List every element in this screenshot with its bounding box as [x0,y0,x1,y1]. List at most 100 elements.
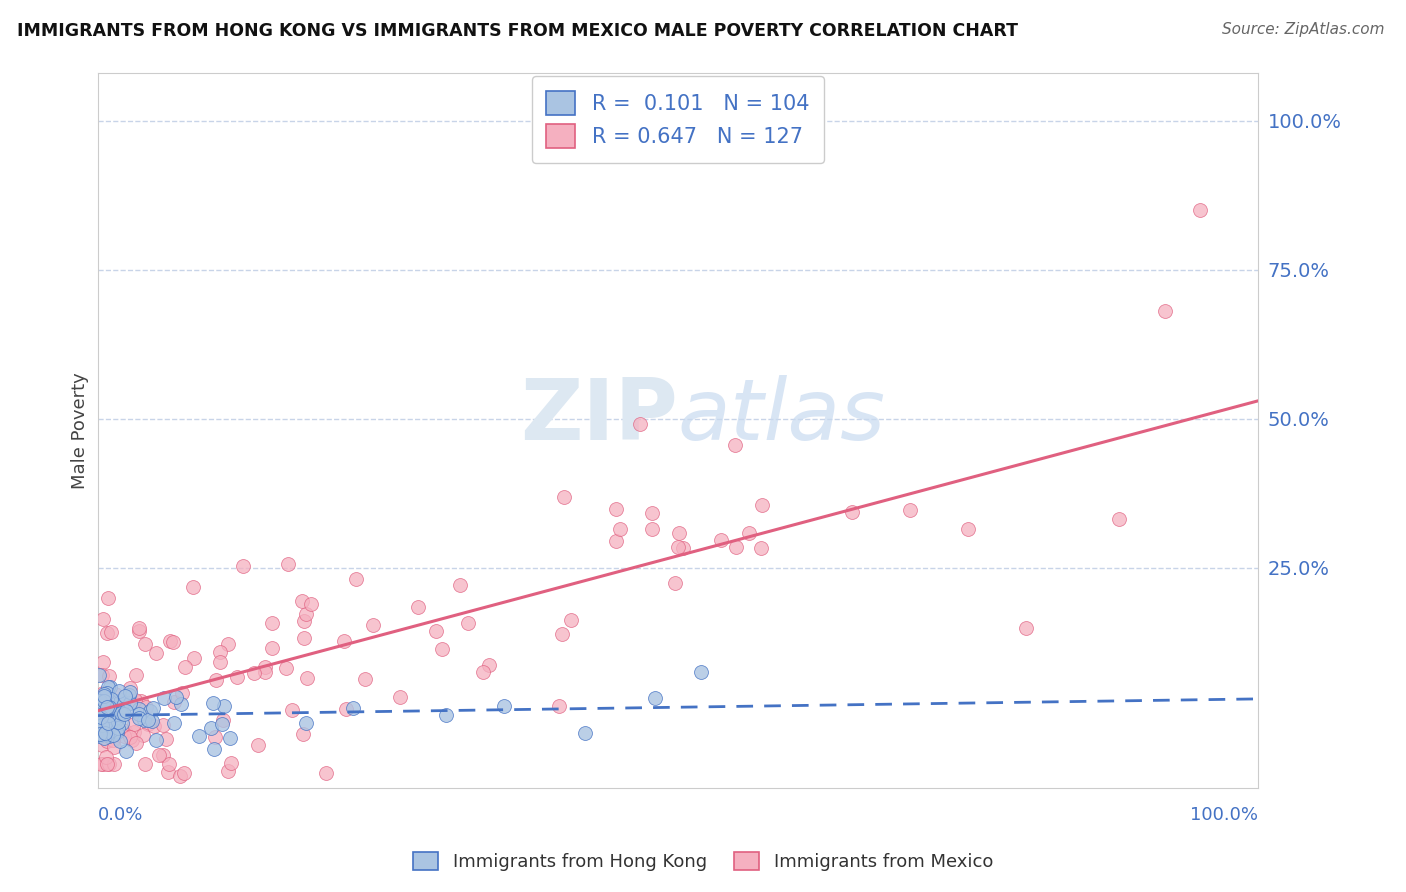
Point [96,626,118,640]
Point [108,705,131,719]
Point [217,637,239,651]
Point [408,600,430,615]
Point [751,499,773,513]
Point [142,701,165,715]
Point [105,724,128,739]
Point [107,722,129,736]
Point [91,690,114,705]
Point [107,714,129,729]
Point [605,533,627,548]
Point [628,417,651,432]
Point [94,701,117,715]
Point [163,716,186,731]
Point [668,525,690,540]
Point [1015,621,1038,635]
Point [145,647,167,661]
Point [120,681,142,696]
Point [666,541,689,555]
Point [548,699,571,714]
Point [472,665,495,679]
Point [91,612,114,626]
Point [354,672,377,686]
Point [96,723,118,737]
Point [91,668,114,682]
Point [202,696,225,710]
Point [641,506,664,520]
Point [96,727,118,741]
Point [90,698,112,713]
Point [98,701,121,715]
Point [135,700,157,714]
Point [202,741,225,756]
Point [641,522,664,536]
Point [112,706,135,721]
Point [100,716,122,731]
Point [105,724,128,739]
Point [724,540,747,554]
Text: atlas: atlas [678,375,886,458]
Point [97,729,120,743]
Point [134,757,156,772]
Point [91,697,114,711]
Point [783,108,806,122]
Point [276,661,298,675]
Point [260,640,283,655]
Point [243,666,266,681]
Point [153,691,176,706]
Point [86,714,108,728]
Point [211,713,233,727]
Point [204,730,226,744]
Point [93,690,115,704]
Point [260,615,283,630]
Point [100,717,122,731]
Point [291,594,314,608]
Point [90,698,112,712]
Point [254,659,277,673]
Point [183,580,205,594]
Point [125,736,148,750]
Point [211,716,233,731]
Point [1154,304,1177,318]
Point [114,724,136,739]
Point [89,726,111,740]
Point [232,558,254,573]
Point [128,702,150,716]
Point [212,698,235,713]
Point [344,572,367,586]
Point [97,708,120,723]
Point [89,716,111,731]
Text: 100.0%: 100.0% [1189,806,1258,824]
Point [118,688,141,702]
Point [156,765,179,780]
Point [94,726,117,740]
Point [1189,203,1212,218]
Point [188,729,211,743]
Point [333,633,356,648]
Point [710,533,733,548]
Point [97,726,120,740]
Point [96,686,118,700]
Point [169,769,191,783]
Point [90,738,112,752]
Point [342,701,364,715]
Point [108,684,131,698]
Point [103,707,125,722]
Point [183,651,205,665]
Point [208,655,231,669]
Point [94,705,117,719]
Point [97,723,120,737]
Point [87,716,110,731]
Point [898,503,921,517]
Point [96,723,118,737]
Point [104,687,127,701]
Point [91,701,114,715]
Point [96,734,118,748]
Point [110,693,132,707]
Point [139,704,162,718]
Point [110,706,132,721]
Point [295,715,318,730]
Point [91,718,114,732]
Point [219,756,242,771]
Point [98,700,121,714]
Point [295,607,318,622]
